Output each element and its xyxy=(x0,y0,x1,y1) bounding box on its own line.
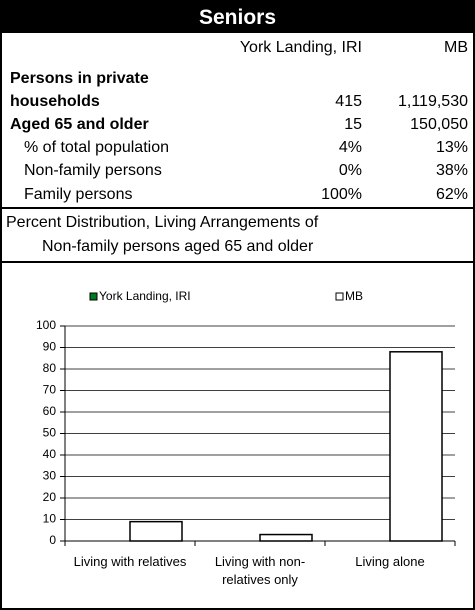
row-label: Family persons xyxy=(24,186,133,203)
row-label: households xyxy=(10,93,100,110)
bar xyxy=(389,351,443,542)
legend-swatch xyxy=(89,292,98,301)
col-header: York Landing, IRI xyxy=(239,39,362,56)
y-tick-label: 80 xyxy=(43,361,57,375)
cell: 415 xyxy=(335,93,362,110)
x-tick-label: Living alone xyxy=(355,554,425,569)
legend-swatch xyxy=(335,292,344,301)
cell: 0% xyxy=(338,162,362,179)
section-title: Percent Distribution, Living Arrangement… xyxy=(6,214,319,231)
divider xyxy=(2,207,473,209)
col-header: MB xyxy=(444,39,468,56)
cell: 15 xyxy=(344,116,362,133)
legend-label: MB xyxy=(345,289,363,303)
cell: 13% xyxy=(435,139,468,156)
x-tick-label: Living with non-relatives only xyxy=(214,554,306,587)
y-tick-label: 100 xyxy=(36,318,56,332)
y-tick-label: 30 xyxy=(43,469,57,483)
cell: 150,050 xyxy=(410,116,468,133)
y-tick-label: 0 xyxy=(49,533,56,547)
row-label: Persons in private xyxy=(10,70,149,87)
y-tick-label: 20 xyxy=(43,490,57,504)
y-tick-label: 10 xyxy=(43,512,57,526)
section-title: Non-family persons aged 65 and older xyxy=(42,238,314,255)
x-tick-label: Living with relatives xyxy=(73,554,187,569)
cell: 4% xyxy=(338,139,362,156)
cell: 38% xyxy=(435,162,468,179)
title: Seniors xyxy=(2,2,473,33)
row-label: Aged 65 and older xyxy=(10,116,149,133)
legend-label: York Landing, IRI xyxy=(99,289,191,303)
y-tick-label: 40 xyxy=(43,447,57,461)
y-tick-label: 50 xyxy=(43,426,57,440)
bar xyxy=(129,520,183,542)
y-tick-label: 60 xyxy=(43,404,57,418)
y-tick-label: 70 xyxy=(43,383,57,397)
bar xyxy=(259,533,313,542)
row-label: % of total population xyxy=(24,139,169,156)
divider xyxy=(2,261,473,263)
cell: 100% xyxy=(321,186,362,203)
y-tick-label: 90 xyxy=(43,340,57,354)
cell: 62% xyxy=(435,186,468,203)
cell: 1,119,530 xyxy=(398,93,468,110)
row-label: Non-family persons xyxy=(24,162,162,179)
